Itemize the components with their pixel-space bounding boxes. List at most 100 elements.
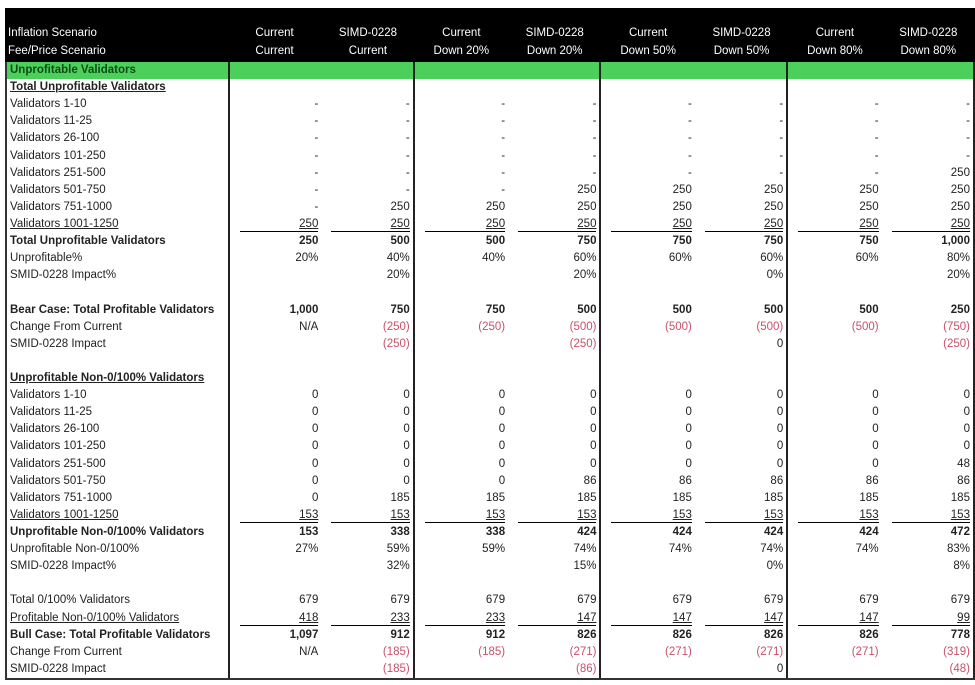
cell[interactable]: 40% — [321, 250, 415, 268]
cell[interactable]: - — [695, 96, 789, 114]
cell[interactable]: 250 — [321, 215, 415, 234]
cell[interactable]: 826 — [695, 626, 789, 644]
cell[interactable]: 0 — [601, 404, 694, 421]
cell[interactable]: 0 — [695, 387, 789, 405]
cell[interactable] — [508, 575, 602, 593]
cell[interactable]: 500 — [508, 301, 602, 319]
cell[interactable]: 86 — [788, 473, 881, 490]
cell[interactable]: - — [321, 96, 415, 114]
cell[interactable]: 32% — [321, 558, 415, 576]
cell[interactable]: 826 — [601, 627, 694, 644]
cell[interactable]: 418 — [227, 609, 321, 627]
cell[interactable]: N/A — [227, 643, 321, 661]
cell[interactable]: 0 — [788, 438, 881, 455]
cell[interactable]: 0 — [321, 472, 415, 490]
cell[interactable]: 0 — [321, 438, 415, 456]
cell[interactable] — [601, 353, 694, 370]
cell[interactable]: 59% — [415, 541, 508, 558]
cell[interactable]: 250 — [601, 182, 694, 199]
cell[interactable]: 826 — [788, 627, 881, 644]
cell[interactable]: 250 — [601, 199, 694, 216]
cell[interactable]: 500 — [788, 302, 881, 319]
cell[interactable]: 8% — [882, 558, 975, 576]
cell[interactable]: 74% — [695, 541, 789, 559]
cell[interactable] — [882, 284, 975, 302]
cell[interactable]: 59% — [321, 541, 415, 559]
cell[interactable] — [601, 575, 694, 592]
cell[interactable]: (271) — [601, 644, 694, 661]
cell[interactable]: - — [788, 113, 881, 130]
cell[interactable]: - — [227, 147, 321, 165]
cell[interactable]: 250 — [601, 216, 694, 233]
cell[interactable]: 338 — [415, 524, 508, 541]
cell[interactable]: 0 — [695, 438, 789, 456]
cell[interactable]: 250 — [882, 181, 975, 199]
cell[interactable] — [415, 661, 508, 678]
cell[interactable]: 250 — [882, 301, 975, 319]
cell[interactable]: 250 — [415, 199, 508, 216]
cell[interactable] — [227, 660, 321, 678]
cell[interactable]: 185 — [321, 489, 415, 507]
cell[interactable]: 0 — [695, 421, 789, 439]
cell[interactable]: 233 — [415, 610, 508, 627]
cell[interactable] — [601, 370, 694, 387]
cell[interactable]: (500) — [788, 319, 881, 336]
cell[interactable]: 750 — [508, 233, 602, 251]
cell[interactable]: - — [415, 182, 508, 199]
cell[interactable]: 0 — [788, 421, 881, 438]
cell[interactable] — [788, 62, 881, 79]
cell[interactable]: 250 — [695, 215, 789, 234]
cell[interactable]: 0 — [695, 660, 789, 678]
cell[interactable]: - — [227, 96, 321, 114]
cell[interactable]: 472 — [882, 523, 975, 542]
cell[interactable]: (271) — [788, 644, 881, 661]
cell[interactable]: - — [321, 130, 415, 148]
cell[interactable] — [882, 352, 975, 370]
cell[interactable]: (500) — [508, 318, 602, 336]
cell[interactable]: 0 — [227, 472, 321, 490]
cell[interactable]: 0 — [227, 438, 321, 456]
cell[interactable]: - — [321, 164, 415, 182]
cell[interactable] — [227, 369, 321, 388]
cell[interactable]: 750 — [695, 233, 789, 251]
cell[interactable] — [882, 62, 975, 80]
cell[interactable]: 250 — [882, 164, 975, 182]
cell[interactable]: 86 — [882, 472, 975, 490]
cell[interactable]: 48 — [882, 455, 975, 473]
cell[interactable]: 74% — [788, 541, 881, 558]
cell[interactable]: - — [415, 130, 508, 147]
cell[interactable]: 0 — [321, 455, 415, 473]
cell[interactable] — [321, 575, 415, 593]
cell[interactable]: 153 — [321, 506, 415, 524]
cell[interactable]: - — [321, 181, 415, 199]
cell[interactable] — [415, 575, 508, 592]
cell[interactable]: - — [882, 113, 975, 131]
cell[interactable]: - — [508, 130, 602, 148]
cell[interactable] — [321, 369, 415, 388]
cell[interactable] — [508, 352, 602, 370]
cell[interactable] — [321, 352, 415, 370]
cell[interactable]: - — [227, 198, 321, 216]
cell[interactable] — [695, 352, 789, 370]
cell[interactable]: - — [695, 164, 789, 182]
cell[interactable]: N/A — [227, 318, 321, 336]
cell[interactable]: - — [415, 165, 508, 182]
cell[interactable]: 0 — [788, 456, 881, 473]
cell[interactable]: 750 — [788, 233, 881, 250]
cell[interactable]: 679 — [695, 592, 789, 610]
cell[interactable]: 86 — [695, 472, 789, 490]
cell[interactable] — [227, 575, 321, 593]
cell[interactable] — [415, 558, 508, 575]
cell[interactable]: - — [601, 148, 694, 165]
cell[interactable]: 99 — [882, 609, 975, 627]
cell[interactable]: 147 — [695, 609, 789, 627]
cell[interactable]: 153 — [695, 506, 789, 524]
cell[interactable]: 0 — [695, 455, 789, 473]
cell[interactable]: (185) — [321, 660, 415, 678]
cell[interactable]: 500 — [601, 302, 694, 319]
cell[interactable]: 147 — [601, 610, 694, 627]
cell[interactable]: 60% — [508, 250, 602, 268]
cell[interactable] — [788, 370, 881, 387]
cell[interactable] — [695, 79, 789, 97]
cell[interactable]: 0 — [321, 387, 415, 405]
